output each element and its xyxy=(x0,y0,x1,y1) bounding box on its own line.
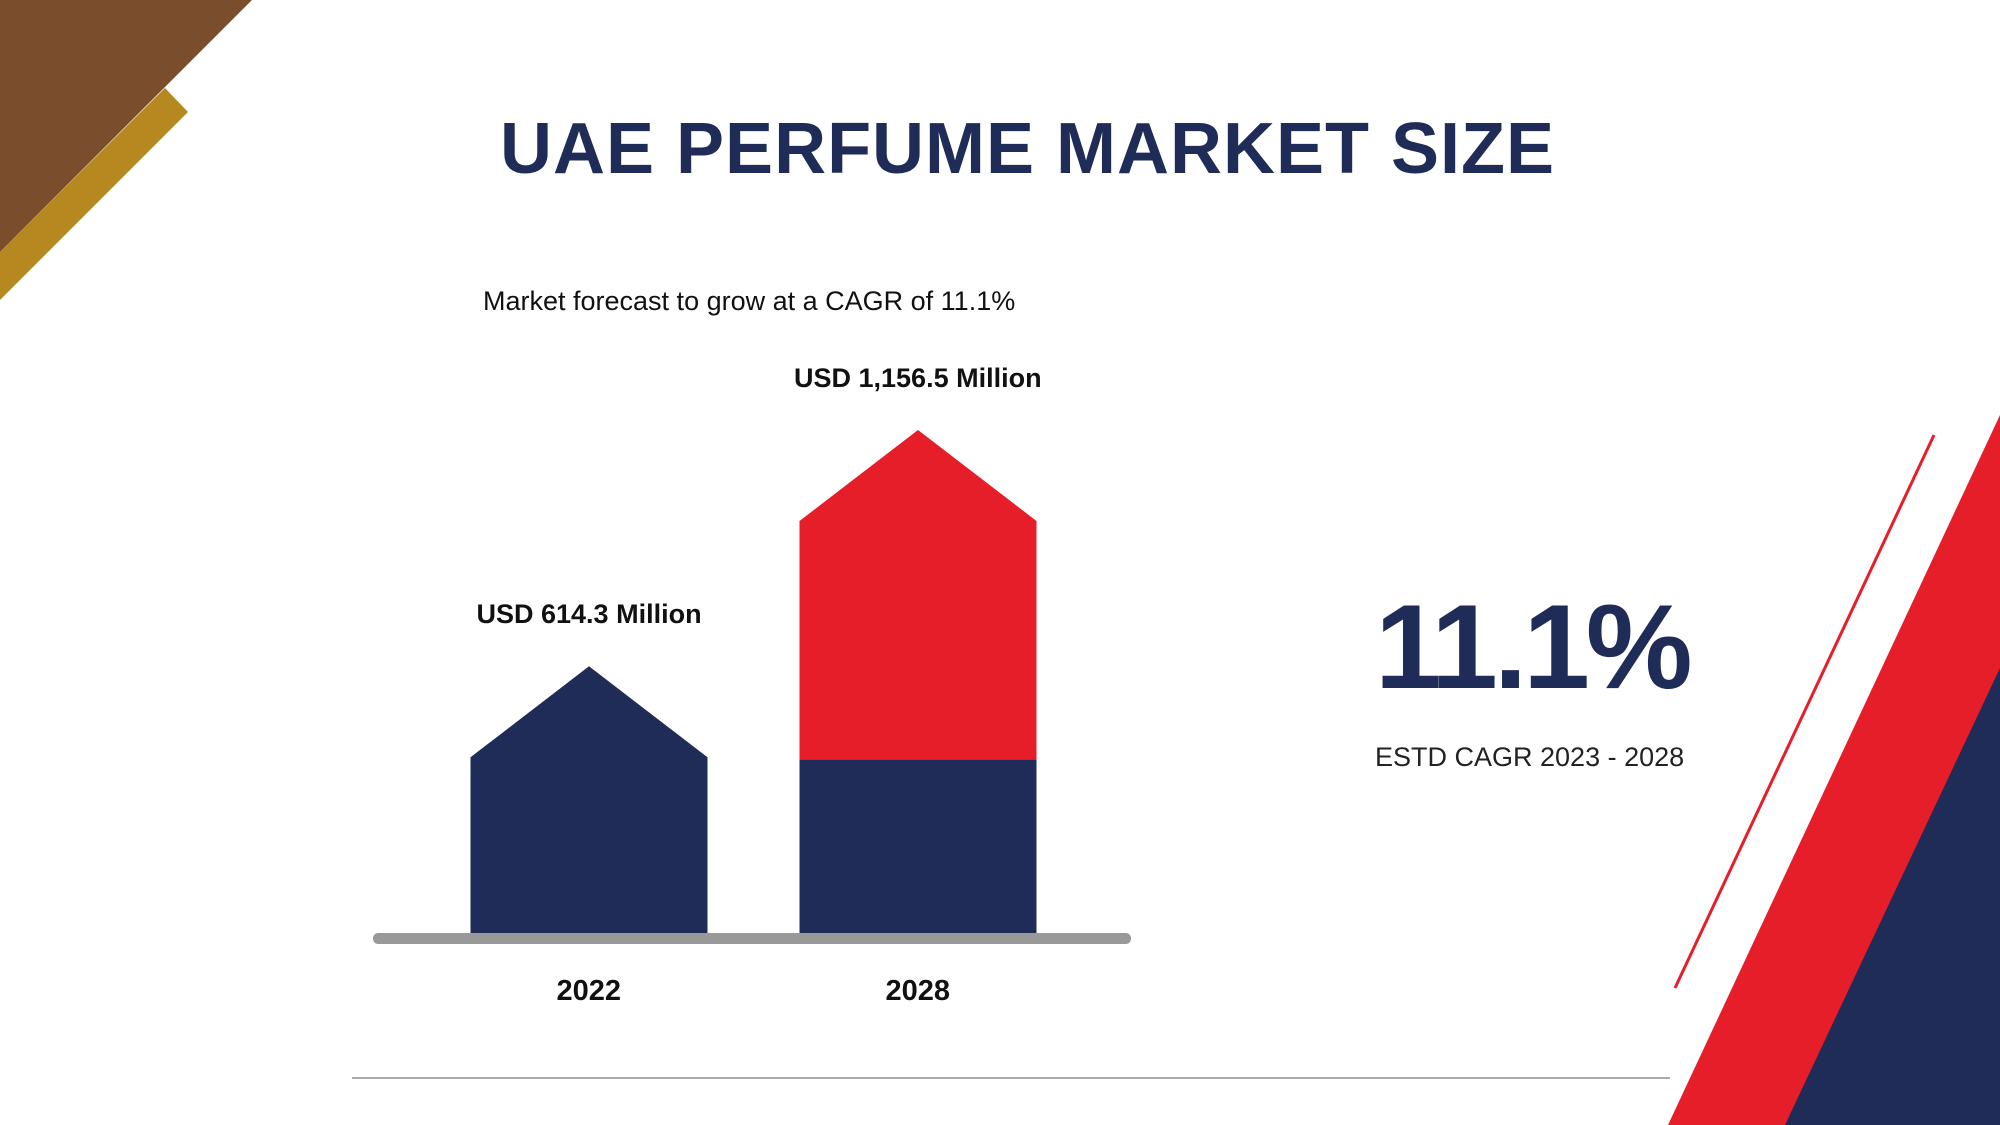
top-left-brown-corner xyxy=(0,0,252,252)
cagr-highlight-value: 11.1% xyxy=(1375,580,1693,714)
cagr-highlight-caption: ESTD CAGR 2023 - 2028 xyxy=(1375,742,1685,772)
chart-subtitle: Market forecast to grow at a CAGR of 11.… xyxy=(483,286,1016,316)
bar-value-label-2028: USD 1,156.5 Million xyxy=(794,363,1042,393)
navy-diagonal-band xyxy=(1785,668,2000,1125)
bar-2028-growth-segment xyxy=(799,430,1037,760)
x-tick-label-2028: 2028 xyxy=(885,975,951,1007)
thin-red-diagonal xyxy=(1673,434,1936,989)
x-tick-label-2022: 2022 xyxy=(556,975,622,1007)
page-title: UAE PERFUME MARKET SIZE xyxy=(500,109,1556,189)
bar-2022 xyxy=(470,666,708,934)
top-left-gold-stripe xyxy=(0,88,188,300)
x-axis-baseline xyxy=(373,933,1131,944)
bar-2028-base-segment xyxy=(799,759,1037,934)
bar-value-label-2022: USD 614.3 Million xyxy=(476,599,702,630)
